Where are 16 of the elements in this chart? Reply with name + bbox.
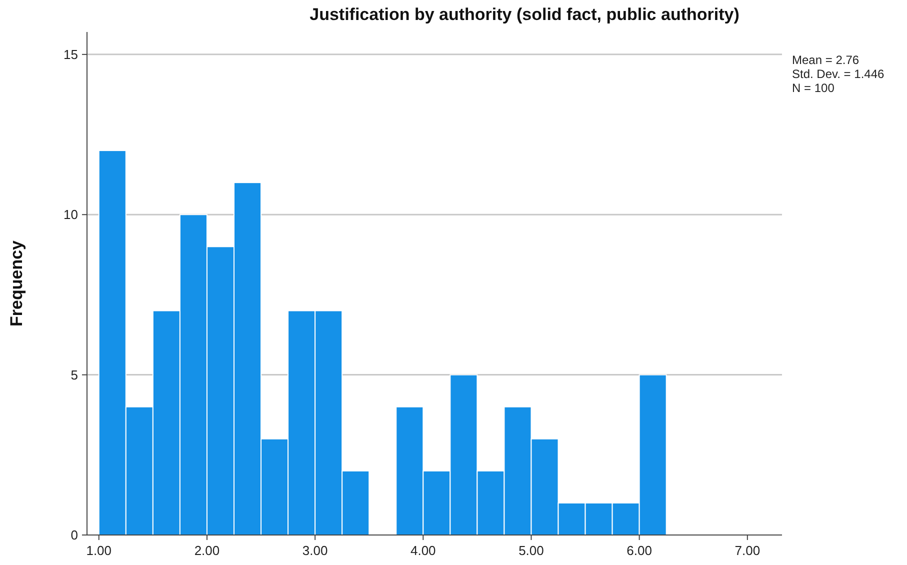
- chart-title: Justification by authority (solid fact, public authority): [310, 5, 740, 24]
- text: N = 100: [792, 81, 835, 95]
- x-tick-label: 1.00: [86, 543, 112, 558]
- y-axis-title: Frequency: [7, 240, 26, 326]
- text: Std. Dev. = 1.446: [792, 67, 884, 81]
- x-tick-label: 6.00: [626, 543, 652, 558]
- x-tick-label: 3.00: [302, 543, 328, 558]
- x-tick-label: 7.00: [734, 543, 760, 558]
- text: Mean = 2.76: [792, 53, 860, 67]
- y-tick-label: 15: [64, 46, 78, 62]
- y-tick-label: 10: [64, 207, 78, 222]
- x-tick-label: 4.00: [410, 543, 436, 558]
- y-tick-label: 5: [70, 367, 78, 382]
- y-tick-label: 0: [70, 528, 78, 543]
- x-tick-label: 5.00: [518, 543, 544, 558]
- x-tick-label: 2.00: [194, 543, 220, 558]
